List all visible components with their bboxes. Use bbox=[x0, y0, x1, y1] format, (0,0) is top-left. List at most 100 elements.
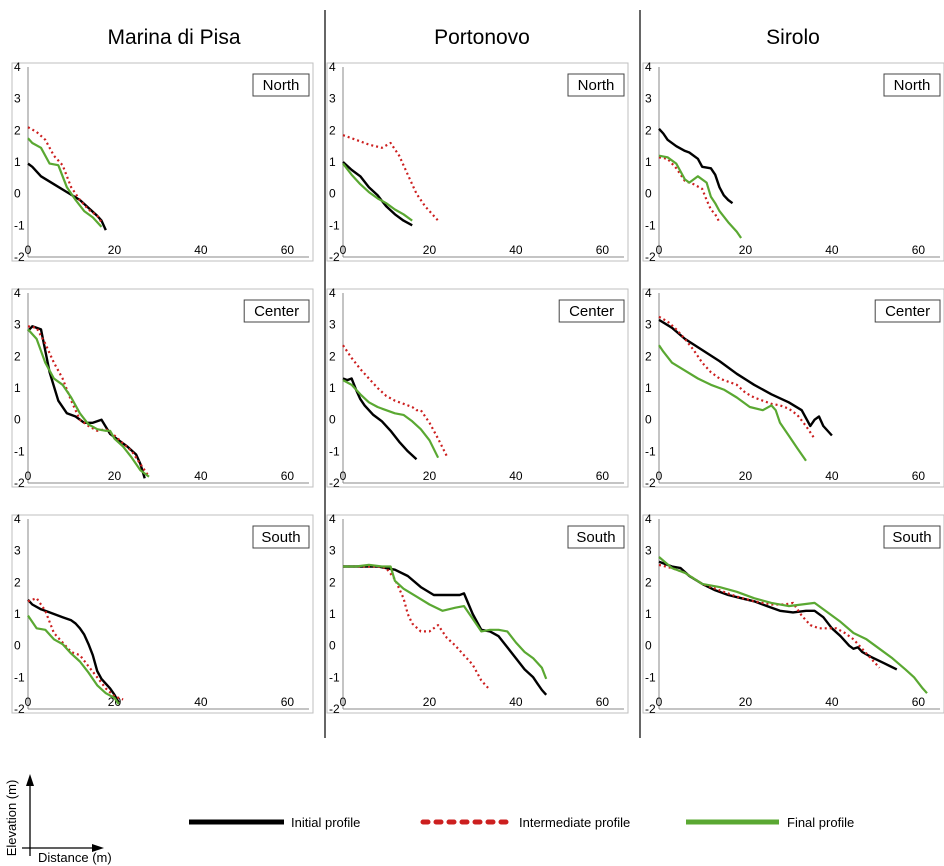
location-label-box bbox=[567, 525, 625, 549]
series-intermediate bbox=[658, 315, 816, 440]
y-tick-label: 3 bbox=[14, 318, 21, 332]
location-label-text: Center bbox=[569, 303, 614, 320]
series-intermediate bbox=[342, 344, 448, 457]
location-label-box bbox=[883, 525, 941, 549]
y-tick-label: 1 bbox=[14, 155, 21, 169]
series-final bbox=[342, 379, 440, 459]
y-tick-label: 0 bbox=[645, 187, 652, 201]
x-tick-label: 0 bbox=[25, 695, 32, 709]
y-tick-label: 3 bbox=[329, 92, 336, 106]
series-final bbox=[27, 328, 150, 478]
column-title-sirolo: Sirolo bbox=[766, 26, 820, 49]
y-tick-label: -1 bbox=[14, 444, 25, 458]
axis-key-xlabel: Distance (m) bbox=[38, 850, 112, 865]
y-tick-label: 4 bbox=[645, 512, 652, 526]
x-tick-label: 20 bbox=[108, 243, 122, 257]
y-tick-label: -1 bbox=[329, 670, 340, 684]
y-tick-label: 1 bbox=[645, 607, 652, 621]
y-tick-label: 2 bbox=[329, 575, 336, 589]
series-final bbox=[27, 614, 120, 705]
arrow-right-icon bbox=[92, 844, 104, 852]
y-tick-label: 2 bbox=[329, 349, 336, 363]
x-tick-label: 40 bbox=[509, 469, 523, 483]
y-tick-label: 4 bbox=[14, 286, 21, 300]
x-tick-label: 40 bbox=[509, 243, 523, 257]
axis-key-ylabel: Elevation (m) bbox=[4, 780, 19, 857]
y-tick-label: 0 bbox=[645, 639, 652, 653]
x-tick-label: 20 bbox=[739, 243, 753, 257]
series-intermediate bbox=[27, 126, 103, 223]
location-label: Center bbox=[243, 299, 310, 323]
y-tick-label: 2 bbox=[14, 123, 21, 137]
y-tick-label: 2 bbox=[645, 349, 652, 363]
y-tick-label: 0 bbox=[14, 413, 21, 427]
y-tick-label: -2 bbox=[14, 476, 25, 490]
panel-frame bbox=[642, 62, 944, 262]
y-tick-label: -2 bbox=[645, 250, 656, 264]
x-tick-label: 60 bbox=[596, 695, 610, 709]
y-tick-label: -1 bbox=[645, 670, 656, 684]
y-tick-label: 2 bbox=[645, 123, 652, 137]
y-tick-label: -1 bbox=[645, 444, 656, 458]
x-tick-label: 20 bbox=[423, 243, 437, 257]
y-tick-label: -1 bbox=[329, 218, 340, 232]
location-label: Center bbox=[874, 299, 941, 323]
y-tick-label: 4 bbox=[645, 60, 652, 74]
y-tick-label: 4 bbox=[14, 512, 21, 526]
location-label-box bbox=[558, 299, 625, 323]
location-label: North bbox=[883, 73, 941, 97]
column-title-marina-di-pisa: Marina di Pisa bbox=[107, 26, 240, 49]
y-tick-label: 1 bbox=[645, 155, 652, 169]
y-tick-label: 2 bbox=[14, 575, 21, 589]
location-label-text: Center bbox=[885, 303, 930, 320]
legend-label-intermediate: Intermediate profile bbox=[519, 815, 630, 830]
location-label-text: North bbox=[894, 77, 931, 94]
series-final bbox=[658, 556, 928, 694]
location-label-box bbox=[883, 73, 941, 97]
location-label-text: South bbox=[261, 529, 300, 546]
y-tick-label: 1 bbox=[329, 607, 336, 621]
location-label-box bbox=[252, 73, 310, 97]
x-tick-label: 40 bbox=[194, 695, 208, 709]
y-tick-label: 3 bbox=[645, 92, 652, 106]
y-tick-label: 4 bbox=[329, 60, 336, 74]
x-tick-label: 60 bbox=[281, 695, 295, 709]
series-intermediate bbox=[658, 156, 721, 223]
legend-label-final: Final profile bbox=[787, 815, 854, 830]
x-tick-label: 60 bbox=[281, 243, 295, 257]
x-tick-label: 20 bbox=[739, 695, 753, 709]
y-tick-label: 4 bbox=[329, 512, 336, 526]
x-tick-label: 60 bbox=[596, 243, 610, 257]
y-tick-label: 0 bbox=[329, 413, 336, 427]
series-intermediate bbox=[342, 134, 439, 222]
x-tick-label: 20 bbox=[739, 469, 753, 483]
series-initial bbox=[343, 565, 548, 696]
series-final bbox=[343, 563, 548, 680]
series-intermediate bbox=[27, 325, 150, 478]
series-initial bbox=[658, 318, 833, 437]
y-tick-label: 0 bbox=[14, 639, 21, 653]
x-tick-label: 20 bbox=[423, 469, 437, 483]
y-tick-label: -2 bbox=[645, 476, 656, 490]
x-tick-label: 40 bbox=[825, 243, 839, 257]
y-tick-label: 0 bbox=[645, 413, 652, 427]
location-label-text: South bbox=[576, 529, 615, 546]
x-tick-label: 40 bbox=[825, 469, 839, 483]
y-tick-label: 4 bbox=[329, 286, 336, 300]
x-tick-label: 60 bbox=[912, 469, 926, 483]
x-tick-label: 0 bbox=[340, 243, 347, 257]
y-tick-label: 1 bbox=[14, 607, 21, 621]
x-tick-label: 0 bbox=[25, 243, 32, 257]
y-tick-label: -2 bbox=[329, 250, 340, 264]
y-tick-label: 2 bbox=[645, 575, 652, 589]
x-tick-label: 60 bbox=[912, 243, 926, 257]
x-tick-label: 20 bbox=[108, 469, 122, 483]
x-tick-label: 0 bbox=[25, 469, 32, 483]
x-tick-label: 0 bbox=[340, 695, 347, 709]
y-tick-label: -2 bbox=[14, 702, 25, 716]
series-final bbox=[658, 344, 807, 462]
